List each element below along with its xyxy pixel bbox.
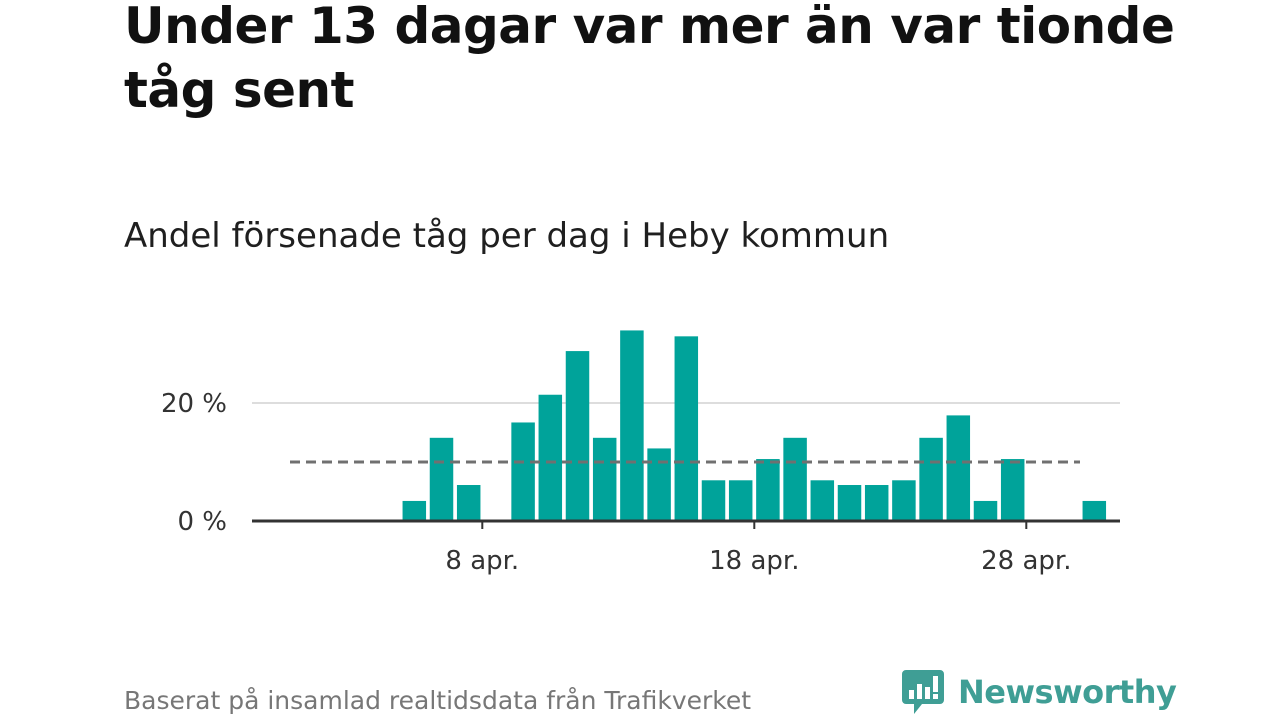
x-tick-label: 8 apr. (445, 546, 519, 576)
bar (810, 480, 835, 521)
bar (511, 422, 535, 521)
newsworthy-logo-icon (902, 670, 944, 714)
bar (837, 485, 862, 521)
axis-layer: 0 % 20 % 8 apr. 18 apr. 28 apr. (161, 389, 1120, 576)
bar (701, 480, 726, 521)
bar (565, 351, 590, 521)
bar (647, 448, 671, 521)
bar (429, 437, 454, 521)
bar (783, 437, 807, 521)
chart-subtitle: Andel försenade tåg per dag i Heby kommu… (124, 216, 890, 256)
bar (620, 330, 644, 521)
bar (538, 394, 563, 521)
bar (592, 437, 617, 521)
bar (946, 415, 971, 521)
bar-layer (402, 330, 1107, 521)
x-tick-label: 18 apr. (709, 546, 799, 576)
bar (674, 336, 699, 521)
bar (1082, 500, 1107, 521)
bar (919, 437, 943, 521)
bar (728, 480, 753, 521)
bar (864, 485, 889, 521)
bar-chart: 0 % 20 % 8 apr. 18 apr. 28 apr. (161, 330, 1120, 576)
brand-name: Newsworthy (958, 673, 1177, 711)
y-tick-label: 20 % (161, 389, 227, 419)
y-tick-label: 0 % (177, 507, 227, 537)
bar (456, 485, 481, 521)
source-note: Baserat på insamlad realtidsdata från Tr… (124, 686, 752, 715)
bar (402, 500, 427, 521)
brand-logo[interactable]: Newsworthy (902, 670, 1177, 714)
chart-title: Under 13 dagar var mer än var tionde tåg… (124, 0, 1175, 119)
bar (973, 500, 998, 521)
x-tick-label: 28 apr. (981, 546, 1071, 576)
bar (892, 480, 916, 521)
bar (756, 459, 780, 521)
bar (1000, 459, 1025, 521)
